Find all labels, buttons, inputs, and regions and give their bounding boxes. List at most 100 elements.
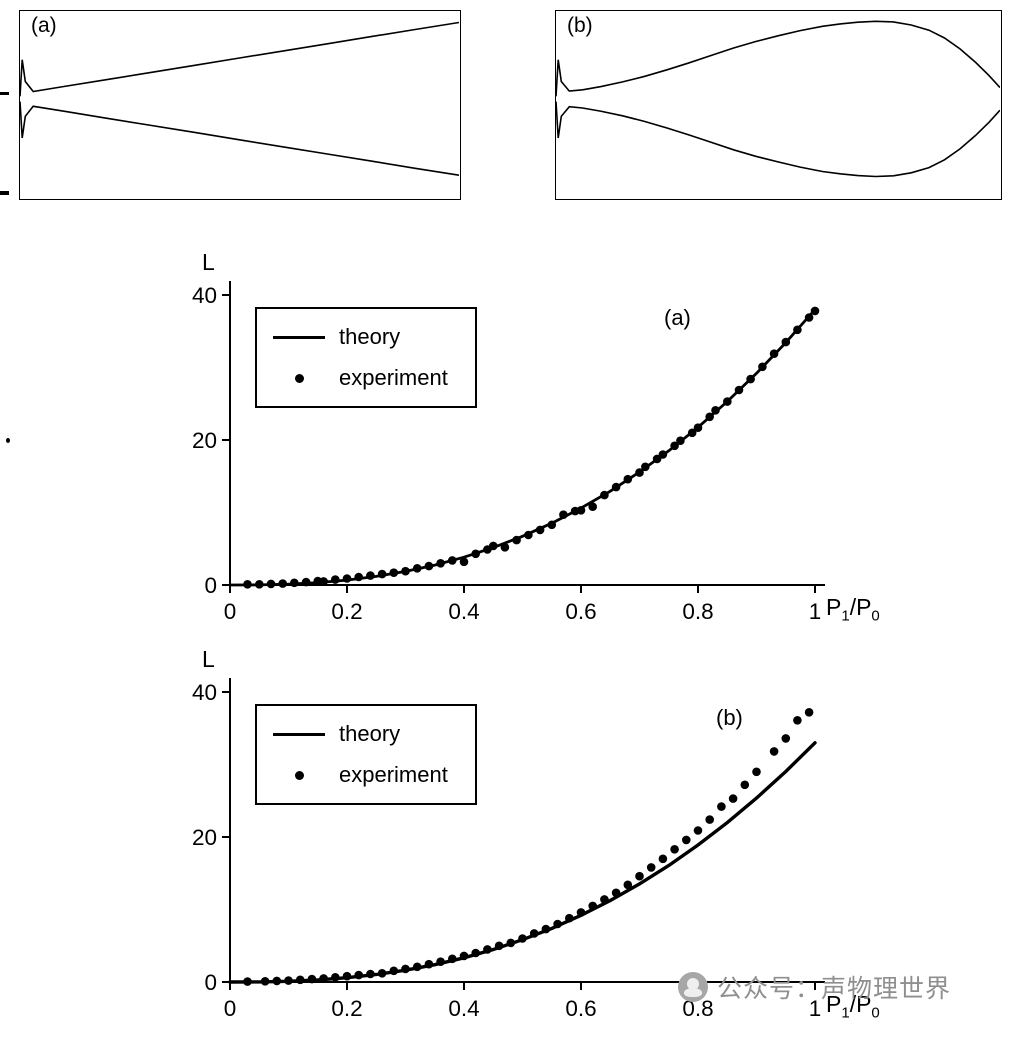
experiment-point bbox=[290, 578, 299, 588]
experiment-point bbox=[295, 975, 305, 985]
experiment-point bbox=[670, 845, 679, 854]
experiment-point bbox=[541, 924, 551, 934]
y-tick-label: 0 bbox=[204, 573, 217, 598]
experiment-point bbox=[424, 959, 434, 969]
experiment-point bbox=[588, 502, 597, 512]
experiment-point bbox=[489, 541, 498, 551]
experiment-point bbox=[752, 767, 761, 777]
line-sample-icon bbox=[273, 732, 325, 736]
experiment-point bbox=[646, 863, 656, 872]
experiment-dot-marker bbox=[273, 373, 325, 383]
experiment-point bbox=[301, 577, 311, 587]
legend-item-theory: theory bbox=[273, 721, 475, 747]
experiment-point bbox=[553, 919, 562, 929]
y-tick-label: 0 bbox=[204, 970, 217, 995]
experiment-point bbox=[611, 482, 621, 492]
legend-item-theory: theory bbox=[273, 324, 475, 350]
experiment-point bbox=[483, 945, 492, 954]
experiment-point bbox=[535, 525, 545, 535]
y-tick-label: 20 bbox=[192, 825, 217, 850]
experiment-point bbox=[500, 543, 510, 552]
dot-sample-icon bbox=[294, 770, 304, 780]
chart-a-x-axis-title: P1/P0 bbox=[826, 594, 880, 625]
experiment-point bbox=[471, 549, 481, 559]
experiment-point bbox=[758, 362, 767, 372]
waveform-panel-b-label: (b) bbox=[565, 14, 595, 38]
experiment-point bbox=[412, 962, 422, 972]
experiment-point bbox=[588, 901, 597, 911]
chart-b-x-axis-title: P1/P0 bbox=[826, 991, 880, 1022]
experiment-point bbox=[506, 938, 516, 948]
theory-line-marker bbox=[273, 335, 325, 339]
experiment-point bbox=[635, 468, 644, 477]
x-tick-label: 0 bbox=[224, 996, 237, 1021]
experiment-point bbox=[255, 580, 264, 589]
experiment-point bbox=[717, 802, 726, 811]
experiment-point bbox=[331, 973, 340, 982]
experiment-point bbox=[260, 977, 270, 986]
experiment-point bbox=[547, 520, 557, 530]
experiment-point bbox=[705, 412, 714, 422]
experiment-point bbox=[734, 385, 744, 395]
experiment-dot-marker bbox=[273, 770, 325, 780]
watermark-text: 公众号：声物理世界 bbox=[717, 975, 952, 1003]
experiment-point bbox=[781, 337, 791, 347]
experiment-point bbox=[658, 450, 668, 459]
chart-a-plot: 0 0.2 0.4 0.6 0.8 1 0 20 40 bbox=[192, 281, 825, 624]
chart-b: L 0 0.2 0.4 0.6 0.8 1 0 20 40 theory experiment … bbox=[175, 642, 965, 1040]
experiment-point bbox=[424, 561, 434, 571]
experiment-point bbox=[272, 976, 282, 986]
experiment-point bbox=[611, 888, 621, 898]
experiment-point bbox=[687, 428, 697, 438]
line-sample-icon bbox=[273, 335, 325, 339]
dot-sample-icon bbox=[294, 373, 304, 383]
experiment-point bbox=[331, 575, 340, 584]
experiment-point bbox=[600, 895, 609, 904]
experiment-point bbox=[448, 556, 457, 565]
experiment-point bbox=[448, 954, 457, 964]
legend-item-experiment: experiment bbox=[273, 365, 475, 391]
experiment-point bbox=[781, 734, 791, 743]
experiment-point bbox=[243, 977, 252, 986]
experiment-point bbox=[436, 559, 445, 568]
waveform-panel-b: (b) bbox=[555, 10, 1002, 200]
x-tick-label: 1 bbox=[809, 996, 822, 1021]
scan-artifact bbox=[6, 438, 10, 443]
experiment-point bbox=[623, 880, 633, 890]
experiment-point bbox=[377, 969, 387, 978]
legend-item-experiment: experiment bbox=[273, 762, 475, 788]
experiment-point bbox=[641, 462, 650, 472]
waveform-panel-a-label: (a) bbox=[29, 14, 59, 38]
experiment-point bbox=[769, 349, 779, 358]
experiment-point bbox=[266, 579, 276, 589]
experiment-point bbox=[711, 406, 720, 415]
x-tick-label: 0 bbox=[224, 599, 237, 624]
experiment-point bbox=[342, 574, 352, 583]
experiment-point bbox=[576, 506, 586, 515]
x-tick-label: 0.2 bbox=[331, 599, 362, 624]
legend-experiment-label: experiment bbox=[339, 365, 448, 390]
experiment-point bbox=[623, 474, 633, 484]
experiment-point bbox=[366, 969, 375, 979]
experiment-point bbox=[705, 815, 714, 824]
experiment-point bbox=[693, 423, 703, 432]
scan-artifact bbox=[0, 92, 9, 95]
x-tick-label: 0.8 bbox=[682, 599, 713, 624]
experiment-point bbox=[284, 976, 293, 985]
experiment-point bbox=[723, 397, 732, 406]
experiment-point bbox=[769, 747, 779, 756]
envelope-upper-curve bbox=[556, 20, 1000, 97]
experiment-point bbox=[243, 580, 252, 589]
x-tick-label: 0.6 bbox=[565, 996, 596, 1021]
experiment-point bbox=[529, 929, 539, 938]
experiment-point bbox=[600, 490, 609, 500]
chart-a: L 0 0.2 0.4 0.6 0.8 1 0 20 40 theory experiment … bbox=[175, 245, 965, 643]
y-tick-label: 20 bbox=[192, 428, 217, 453]
experiment-point bbox=[728, 794, 738, 803]
scan-artifact bbox=[0, 191, 9, 195]
experiment-point bbox=[682, 835, 691, 845]
x-tick-label: 1 bbox=[809, 599, 822, 624]
experiment-point bbox=[512, 535, 521, 545]
experiment-point bbox=[804, 708, 814, 717]
experiment-point bbox=[401, 566, 410, 576]
